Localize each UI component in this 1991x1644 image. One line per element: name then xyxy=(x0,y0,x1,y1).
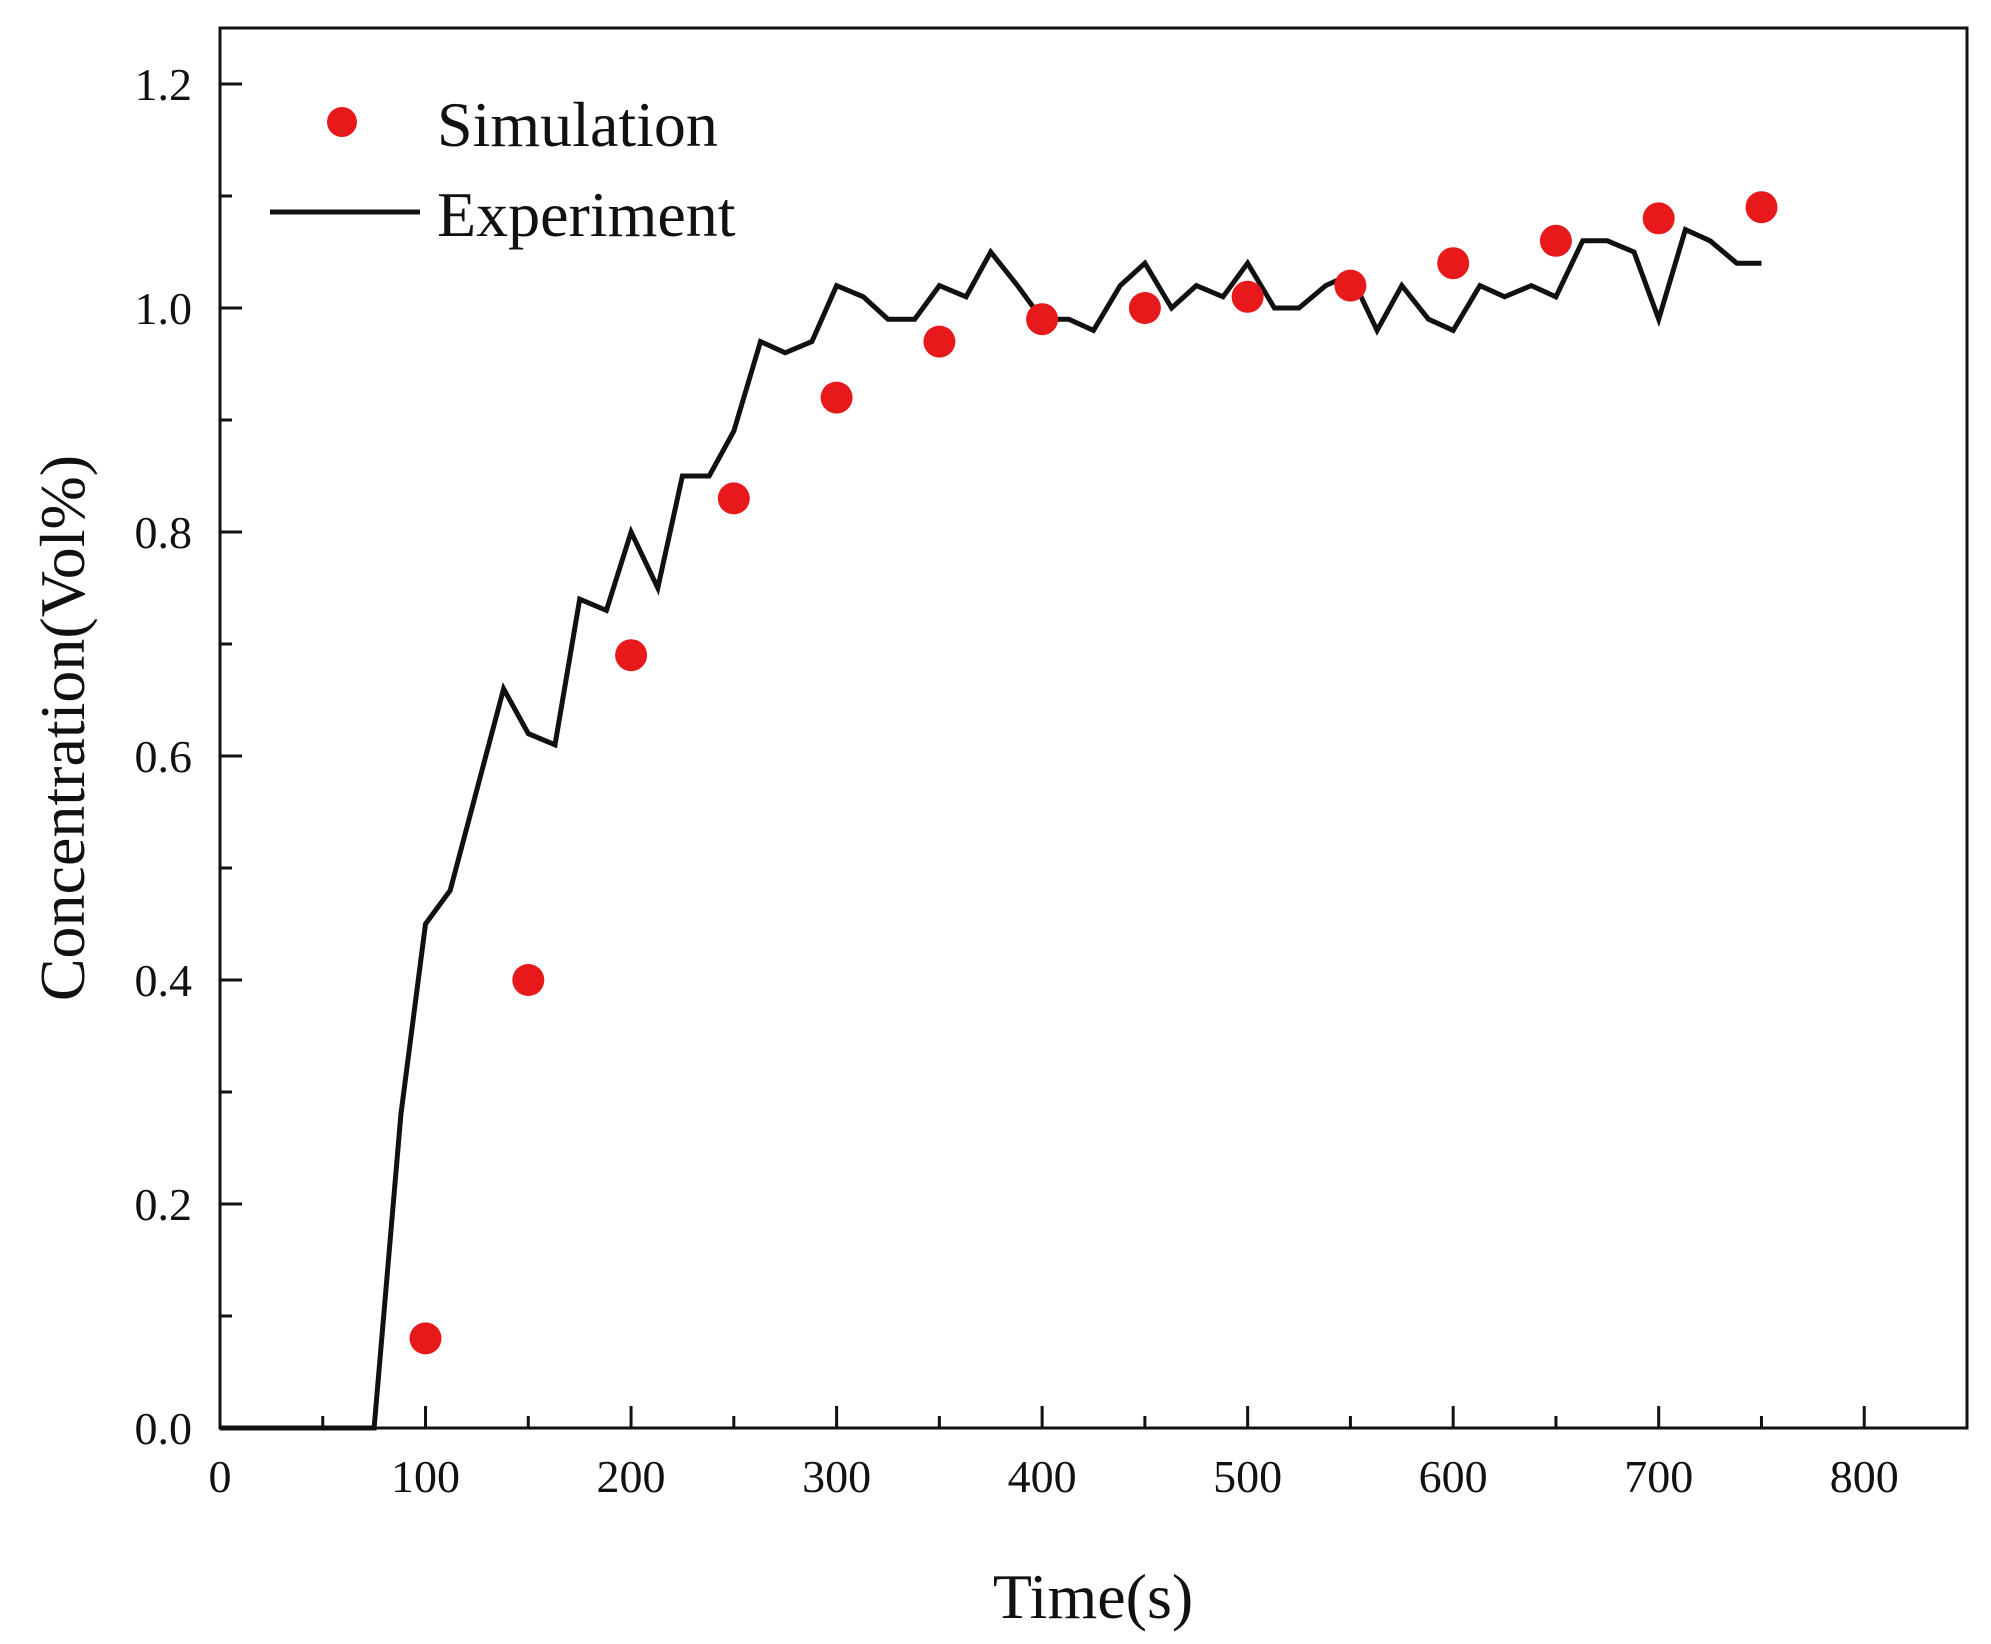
y-tick-label: 1.2 xyxy=(135,59,193,110)
legend-experiment-label: Experiment xyxy=(437,179,736,250)
simulation-point xyxy=(1334,269,1367,302)
simulation-point xyxy=(1745,191,1778,224)
simulation-point xyxy=(512,964,545,996)
y-tick-label: 0.2 xyxy=(135,1179,193,1230)
x-tick-label: 200 xyxy=(597,1451,666,1502)
x-tick-label: 500 xyxy=(1213,1451,1282,1502)
x-tick-label: 600 xyxy=(1419,1451,1488,1502)
simulation-point xyxy=(1026,303,1059,336)
x-axis-title: Time(s) xyxy=(993,1561,1193,1632)
simulation-point xyxy=(1642,202,1675,235)
y-axis-title: Concentration(Vol%) xyxy=(27,455,98,1001)
x-tick-label: 400 xyxy=(1008,1451,1077,1502)
legend-simulation-marker xyxy=(327,107,357,137)
legend-simulation-label: Simulation xyxy=(437,89,718,160)
y-tick-label: 1.0 xyxy=(135,283,193,334)
y-tick-label: 0.4 xyxy=(135,955,193,1006)
simulation-point xyxy=(1231,280,1264,313)
simulation-point xyxy=(615,639,648,672)
experiment-series xyxy=(220,226,1762,1431)
simulation-point xyxy=(1437,247,1470,280)
x-tick-label: 100 xyxy=(391,1451,460,1502)
y-axis-ticks: 0.0 0.2 0.4 0.6 0.8 1.0 1.2 xyxy=(135,59,242,1454)
y-tick-label: 0.6 xyxy=(135,731,193,782)
x-tick-label: 700 xyxy=(1624,1451,1693,1502)
simulation-point xyxy=(923,325,956,358)
x-tick-label: 0 xyxy=(209,1451,232,1502)
simulation-point xyxy=(717,482,750,515)
y-tick-label: 0.8 xyxy=(135,507,193,558)
plot-frame xyxy=(218,26,1969,1430)
x-tick-label: 800 xyxy=(1830,1451,1899,1502)
simulation-point xyxy=(409,1322,442,1355)
experiment-line xyxy=(220,226,1762,1431)
simulation-point xyxy=(1539,224,1572,257)
simulation-point xyxy=(820,381,853,414)
simulation-point xyxy=(1128,292,1161,324)
simulation-series xyxy=(409,191,1778,1355)
x-tick-label: 300 xyxy=(802,1451,871,1502)
y-tick-label: 0.0 xyxy=(135,1403,193,1454)
legend: Simulation Experiment xyxy=(270,89,736,250)
x-axis-ticks: 0 100 200 300 400 500 600 700 800 xyxy=(209,1406,1899,1502)
